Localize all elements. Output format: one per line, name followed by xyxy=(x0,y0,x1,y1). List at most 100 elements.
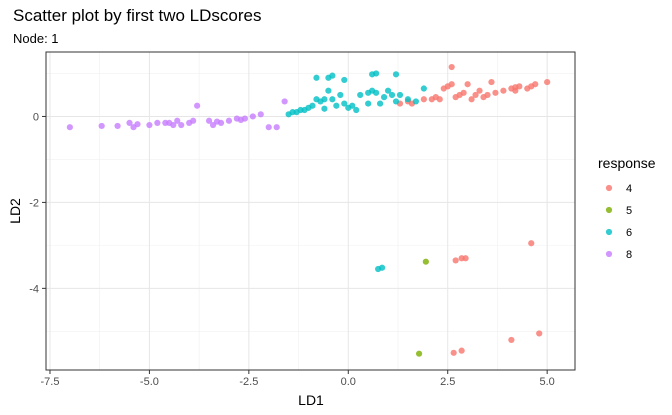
data-point-response-4 xyxy=(500,87,507,94)
data-point-response-4 xyxy=(450,349,457,356)
data-point-response-8 xyxy=(257,111,264,118)
data-point-response-8 xyxy=(265,124,272,131)
data-point-response-4 xyxy=(508,336,515,344)
data-point-response-8 xyxy=(126,119,133,127)
data-point-response-8 xyxy=(66,124,73,131)
data-point-response-8 xyxy=(98,122,105,130)
legend-key-8 xyxy=(605,250,613,258)
data-point-response-8 xyxy=(205,117,213,124)
data-point-response-8 xyxy=(213,118,221,125)
data-point-response-8 xyxy=(237,116,244,123)
data-point-response-8 xyxy=(273,124,280,131)
legend-label-8: 8 xyxy=(626,249,632,261)
data-point-response-6 xyxy=(392,98,400,105)
data-point-response-8 xyxy=(225,117,233,124)
data-point-response-4 xyxy=(458,347,465,354)
legend-label-5: 5 xyxy=(626,205,632,217)
data-point-response-6 xyxy=(392,71,400,78)
data-point-response-6 xyxy=(341,100,348,107)
data-point-response-6 xyxy=(321,105,328,112)
legend: response 4 5 6 8 xyxy=(598,155,656,261)
data-point-response-6 xyxy=(404,96,412,103)
legend-label-4: 4 xyxy=(626,183,632,195)
data-point-response-6 xyxy=(353,106,360,114)
plot-area: -7.5 -5.0 -2.5 0.0 2.5 5.0 -4 -2 0 xyxy=(29,51,576,388)
data-point-response-4 xyxy=(492,89,499,96)
data-point-response-4 xyxy=(440,85,447,92)
data-point-response-4 xyxy=(436,96,443,103)
data-point-response-6 xyxy=(333,102,340,109)
data-point-response-5 xyxy=(415,350,423,357)
x-axis-title: LD1 xyxy=(298,392,324,408)
data-point-response-8 xyxy=(134,121,141,128)
data-point-response-4 xyxy=(472,91,479,99)
data-point-response-4 xyxy=(448,63,455,71)
data-point-response-4 xyxy=(484,91,491,99)
x-tick-label: 2.5 xyxy=(440,376,455,388)
data-point-response-6 xyxy=(341,76,348,84)
data-point-response-8 xyxy=(190,117,197,124)
chart-subtitle: Node: 1 xyxy=(13,31,59,46)
data-point-response-8 xyxy=(194,102,201,109)
data-point-response-4 xyxy=(448,81,455,88)
legend-key-4 xyxy=(605,184,613,192)
data-point-response-6 xyxy=(420,85,427,92)
data-point-response-4 xyxy=(528,240,535,247)
data-point-response-8 xyxy=(249,113,256,120)
data-point-response-8 xyxy=(114,122,121,130)
data-point-response-8 xyxy=(166,119,173,127)
data-point-response-6 xyxy=(325,87,332,94)
data-point-response-6 xyxy=(329,96,336,103)
data-point-response-6 xyxy=(373,89,380,96)
data-point-response-6 xyxy=(329,72,336,79)
x-tick-label: 0.0 xyxy=(341,376,356,388)
data-point-response-4 xyxy=(460,89,467,96)
data-point-response-4 xyxy=(512,84,519,91)
data-point-response-8 xyxy=(174,117,181,124)
data-point-response-8 xyxy=(281,98,288,105)
data-point-response-6 xyxy=(396,91,404,99)
data-point-response-4 xyxy=(420,96,427,103)
x-tick-label: 5.0 xyxy=(540,376,555,388)
data-point-response-6 xyxy=(380,94,388,101)
x-tick-label: -5.0 xyxy=(140,376,159,388)
data-point-response-4 xyxy=(464,81,471,88)
y-tick-label: -4 xyxy=(29,283,39,295)
data-point-response-8 xyxy=(178,121,185,129)
data-point-response-4 xyxy=(488,78,495,86)
y-tick-label: 0 xyxy=(33,111,39,123)
data-point-response-6 xyxy=(412,98,420,105)
data-point-response-4 xyxy=(532,81,539,88)
y-tick-label: -2 xyxy=(29,197,39,209)
data-point-response-8 xyxy=(146,121,153,129)
data-point-response-4 xyxy=(468,96,475,103)
data-point-response-6 xyxy=(313,74,320,81)
y-axis-title: LD2 xyxy=(7,198,23,224)
legend-title: response xyxy=(598,155,656,171)
legend-key-6 xyxy=(605,228,613,236)
data-point-response-5 xyxy=(422,258,429,265)
data-point-response-6 xyxy=(365,89,372,96)
x-tick-label: -7.5 xyxy=(40,376,59,388)
data-point-response-6 xyxy=(309,102,316,109)
data-point-response-4 xyxy=(476,87,483,94)
chart-title: Scatter plot by first two LDscores xyxy=(13,6,261,25)
data-point-response-6 xyxy=(321,96,328,103)
data-point-response-8 xyxy=(154,119,161,127)
data-point-response-6 xyxy=(384,87,392,94)
data-point-response-6 xyxy=(378,264,386,271)
data-point-response-6 xyxy=(365,100,372,107)
data-point-response-4 xyxy=(462,255,469,262)
data-point-response-6 xyxy=(377,100,384,107)
data-point-response-4 xyxy=(544,78,551,86)
data-point-response-6 xyxy=(388,91,396,99)
x-tick-label: -2.5 xyxy=(239,376,258,388)
data-point-response-6 xyxy=(337,91,344,99)
data-point-response-6 xyxy=(373,70,380,77)
legend-label-6: 6 xyxy=(626,227,632,239)
data-point-response-4 xyxy=(536,330,543,337)
legend-key-5 xyxy=(605,206,613,214)
data-point-response-6 xyxy=(357,91,364,99)
data-point-response-4 xyxy=(452,257,459,264)
